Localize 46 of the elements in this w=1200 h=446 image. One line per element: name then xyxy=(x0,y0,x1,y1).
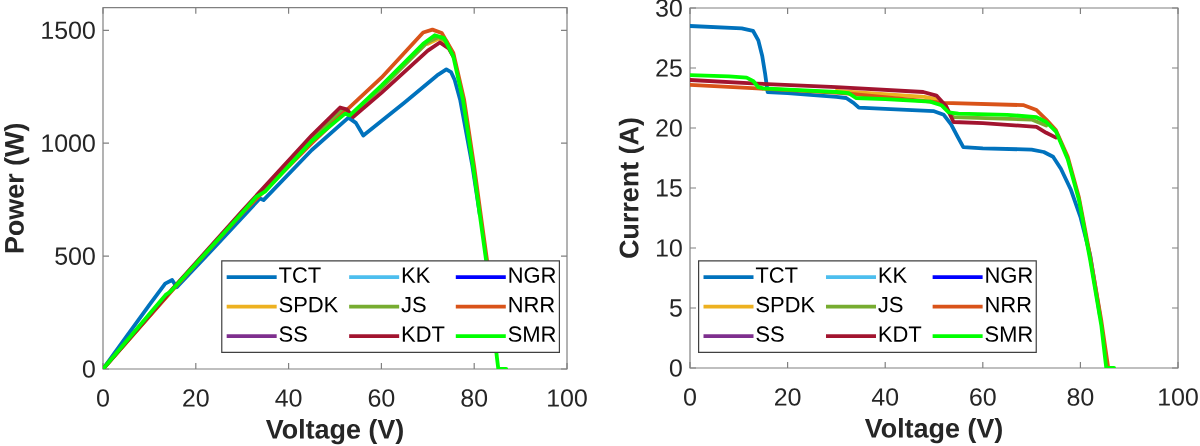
legend-label: TCT xyxy=(279,267,321,283)
y-tick-label: 1500 xyxy=(42,21,95,40)
legend-label: SS xyxy=(279,326,307,342)
x-axis-title: Voltage (V) xyxy=(265,419,403,445)
legend-label: SPDK xyxy=(756,296,815,313)
y-tick-label: 30 xyxy=(656,0,682,17)
line-series xyxy=(690,78,1058,140)
y-axis-title: Current (A) xyxy=(618,118,644,258)
y-tick-label: 20 xyxy=(656,119,682,137)
x-tick-label: 40 xyxy=(275,389,302,407)
legend-label: KK xyxy=(879,267,907,283)
x-tick-label: 80 xyxy=(461,389,488,407)
x-tick-label: 60 xyxy=(970,388,996,406)
y-axis-title: Power (W) xyxy=(4,123,30,253)
y-tick-label: 5 xyxy=(669,299,682,317)
legend-label: SMR xyxy=(985,326,1033,342)
legend-label: SS xyxy=(756,326,784,342)
legend-label: SMR xyxy=(508,326,556,342)
x-tick-label: 100 xyxy=(1159,388,1198,406)
legend-label: TCT xyxy=(755,267,798,283)
x-tick-label: 60 xyxy=(368,389,395,407)
x-tick-label: 20 xyxy=(775,388,801,406)
x-tick-label: 80 xyxy=(1067,388,1094,406)
legend-label: SPDK xyxy=(279,296,339,313)
x-tick-label: 20 xyxy=(183,389,209,407)
y-tick-label: 15 xyxy=(657,179,682,197)
x-tick-label: 0 xyxy=(684,388,696,406)
x-tick-label: 40 xyxy=(871,388,899,406)
y-tick-label: 0 xyxy=(82,360,95,378)
y-tick-label: 25 xyxy=(656,59,682,77)
legend-label: KDT xyxy=(879,326,922,342)
legend-label: JS xyxy=(401,296,426,313)
x-axis-title: Voltage (V) xyxy=(864,418,1002,444)
legend-label: KDT xyxy=(402,326,445,342)
legend-label: KK xyxy=(402,267,431,283)
legend-label: NRR xyxy=(509,297,555,313)
legend-label: NGR xyxy=(509,267,556,283)
y-tick-label: 10 xyxy=(657,239,682,257)
x-tick-label: 100 xyxy=(548,389,587,407)
x-tick-label: 0 xyxy=(97,389,109,407)
legend-label: NRR xyxy=(986,297,1031,313)
y-tick-label: 1000 xyxy=(42,134,95,153)
legend-label: NGR xyxy=(986,267,1033,283)
legend-label: JS xyxy=(878,296,903,313)
y-tick-label: 500 xyxy=(55,247,95,265)
y-tick-label: 0 xyxy=(669,359,682,377)
